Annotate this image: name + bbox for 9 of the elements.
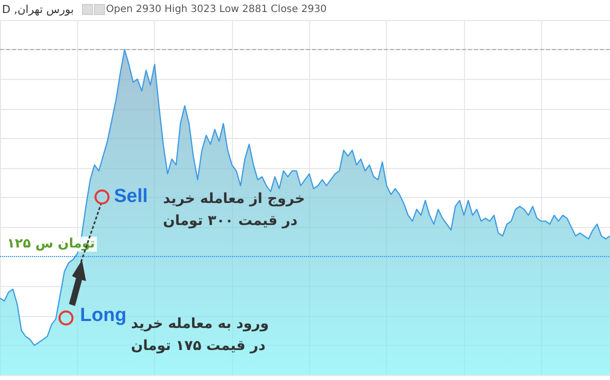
annotation: ورود به معامله خرید bbox=[131, 316, 269, 332]
chart-subtitle: Open 2930 High 3023 Low 2881 Close 2930 bbox=[106, 4, 327, 15]
annotation: Long bbox=[80, 305, 126, 327]
annotation: در قیمت ۳۰۰ تومان bbox=[163, 213, 298, 229]
annotation: در قیمت ۱۷۵ تومان bbox=[131, 338, 266, 354]
ref-line-label: ۱۲۵ تومان س bbox=[7, 236, 95, 252]
annotation: خروج از معامله خرید bbox=[163, 191, 305, 207]
chart-title: بورس تهران, D bbox=[2, 3, 74, 16]
annotation: Sell bbox=[114, 186, 148, 208]
